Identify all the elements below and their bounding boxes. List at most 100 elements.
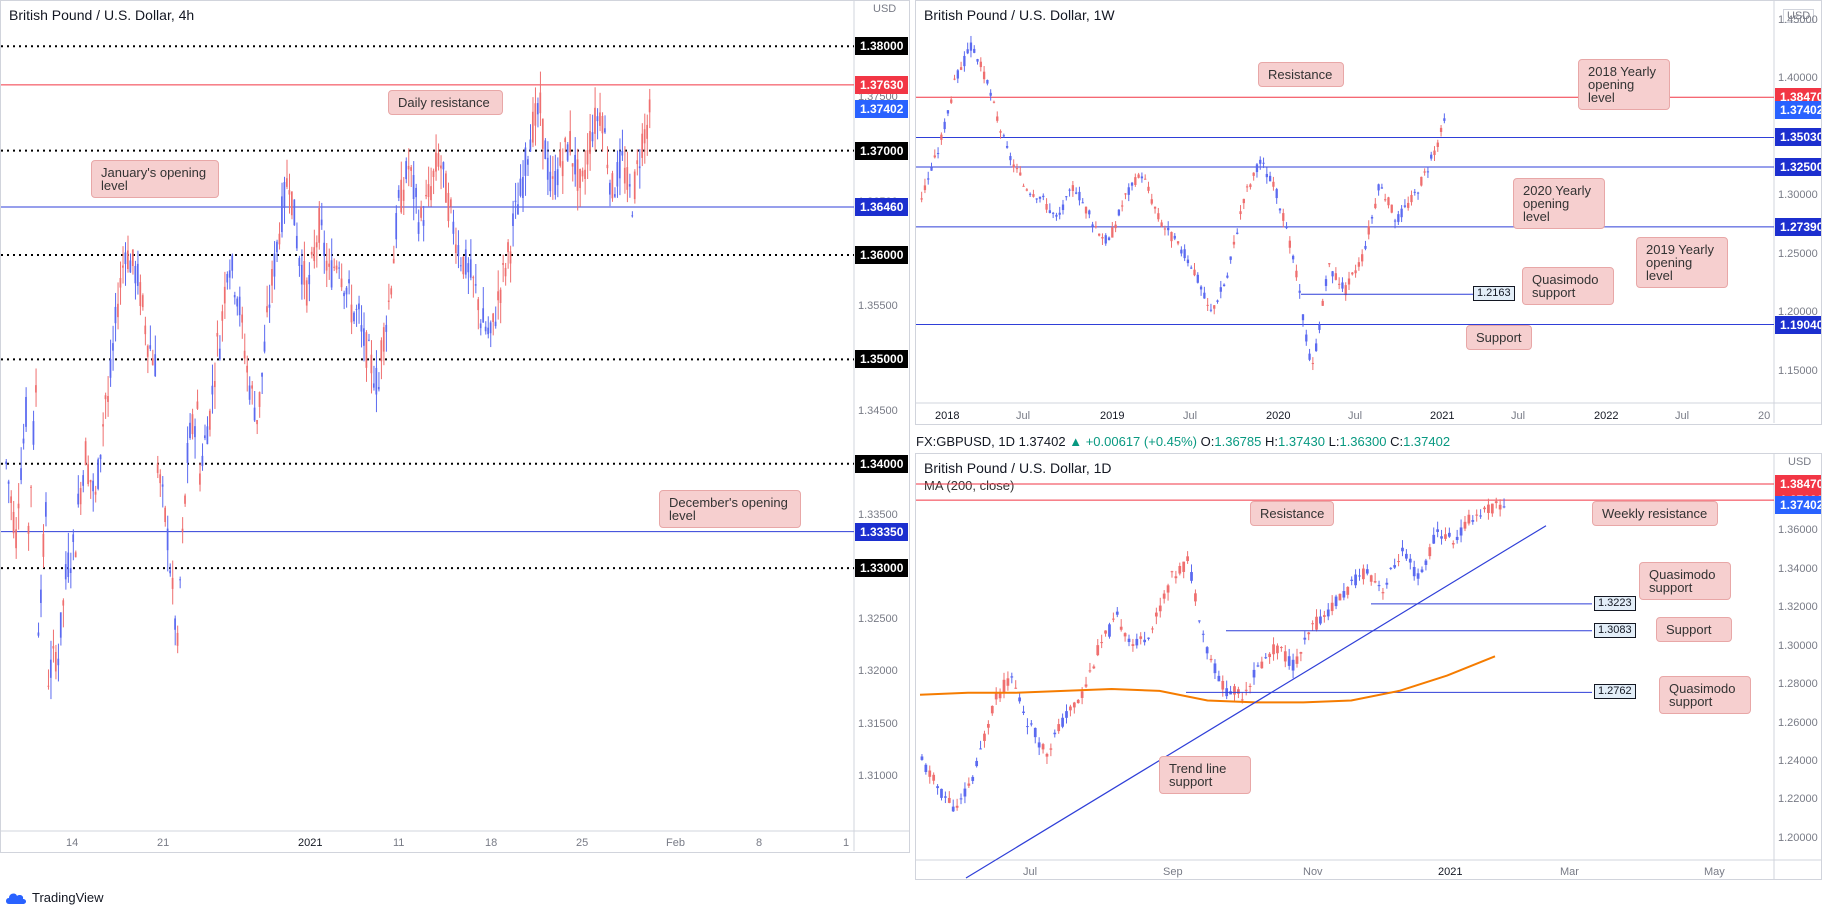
candle-body <box>464 249 467 275</box>
candle-body <box>986 723 990 728</box>
candle-body <box>290 191 293 216</box>
candle-body <box>1475 514 1479 516</box>
candle-body <box>1403 205 1407 207</box>
candle-body <box>1444 534 1447 539</box>
annotation-text: Resistance <box>1268 67 1333 82</box>
candle-body <box>1443 118 1446 121</box>
candle-body <box>1439 127 1443 132</box>
symbol-info-bar: FX:GBPUSD, 1D 1.37402 ▲ +0.00617 (+0.45%… <box>916 434 1450 449</box>
chart-annotation[interactable]: Quasimodo support <box>1639 562 1731 600</box>
price-axis-unit: USD <box>873 3 897 15</box>
chart-canvas[interactable] <box>916 1 1822 425</box>
candle-body <box>114 306 117 324</box>
chart-panel-weekly[interactable]: British Pound / U.S. Dollar, 1W USD 1.15… <box>915 0 1822 425</box>
candle-body <box>295 235 298 249</box>
annotation-text: level <box>1523 209 1550 224</box>
trend-line[interactable] <box>965 525 1547 879</box>
candle-body <box>1140 176 1144 179</box>
candle-body <box>504 267 507 277</box>
chart-annotation[interactable]: Daily resistance <box>388 90 503 115</box>
chart-panel-4h[interactable]: British Pound / U.S. Dollar, 4h USD 1.31… <box>0 0 910 853</box>
chart-annotation[interactable]: December's opening level <box>659 490 801 528</box>
chart-panel-daily[interactable]: British Pound / U.S. Dollar, 1D MA (200,… <box>915 453 1822 880</box>
candle-body <box>1029 723 1033 725</box>
candle-body <box>482 308 485 323</box>
candle-body <box>382 327 385 352</box>
candle-body <box>126 250 129 269</box>
candle-body <box>1252 172 1255 176</box>
price-level-label: 1.19040 <box>1775 315 1821 334</box>
candle-body <box>1451 543 1455 545</box>
chart-canvas[interactable] <box>1 1 910 853</box>
chart-annotation[interactable]: Support <box>1656 617 1732 642</box>
price-level-label: 1.33000 <box>855 559 909 578</box>
candle-body <box>1276 645 1279 654</box>
candle-body <box>57 658 60 666</box>
candle-body <box>67 552 70 578</box>
candle-body <box>1058 212 1061 215</box>
chart-annotation[interactable]: Quasimodo support <box>1522 267 1614 305</box>
brand-logo[interactable]: TradingView <box>4 890 104 905</box>
chart-annotation[interactable]: 2018 Yearly opening level <box>1578 59 1670 110</box>
chart-annotation[interactable]: 2019 Yearly opening level <box>1636 237 1728 288</box>
candle-body <box>313 247 316 262</box>
candle-body <box>1104 235 1107 244</box>
candle-body <box>1127 638 1131 643</box>
candle-body <box>1401 547 1404 552</box>
candle-body <box>1459 527 1463 536</box>
candle-body <box>1498 504 1502 510</box>
chart-annotation[interactable]: Quasimodo support <box>1659 676 1751 714</box>
candle-body <box>370 354 373 374</box>
candle-body <box>191 414 194 435</box>
chart-annotation[interactable]: 2020 Yearly opening level <box>1513 178 1605 229</box>
candle-body <box>927 178 930 180</box>
candle-body <box>144 325 147 335</box>
candle-body <box>442 162 445 170</box>
candle-body <box>338 267 340 269</box>
candle-body <box>1114 224 1117 229</box>
annotation-text: support <box>1169 774 1213 789</box>
candle-body <box>1334 273 1338 280</box>
candle-body <box>1206 304 1209 306</box>
candle-body <box>134 265 137 284</box>
time-tick-label: Sep <box>1163 866 1183 878</box>
candle-body <box>174 618 176 630</box>
candle-body <box>206 426 209 445</box>
candle-body <box>1397 561 1400 563</box>
chart-annotation[interactable]: January's opening level <box>91 160 219 198</box>
level-value-label: 1.2762 <box>1594 684 1636 700</box>
chart-annotation[interactable]: Weekly resistance <box>1592 501 1718 526</box>
candle-body <box>1009 156 1012 161</box>
time-tick-label: 2021 <box>1438 866 1463 878</box>
candle-body <box>1022 185 1025 187</box>
chart-annotation[interactable]: Resistance <box>1250 501 1335 526</box>
candle-body <box>1081 202 1084 204</box>
candle-body <box>1057 724 1061 732</box>
candle-body <box>1381 592 1385 594</box>
symbol-name: FX:GBPUSD, 1D <box>916 434 1015 449</box>
candle-body <box>1072 702 1076 708</box>
ma-200-line[interactable] <box>919 655 1496 704</box>
price-tick-label: 1.34500 <box>858 404 898 417</box>
chart-annotation[interactable]: Support <box>1466 325 1532 350</box>
candle-body <box>124 252 127 265</box>
price-tick-label: 1.22000 <box>1778 793 1818 806</box>
candle-body <box>924 764 928 772</box>
chart-annotation[interactable]: Trend line support <box>1159 756 1251 794</box>
candle-body <box>246 365 248 373</box>
candle-body <box>489 322 492 334</box>
candle-body <box>213 381 216 388</box>
candle-body <box>1256 665 1260 667</box>
candle-body <box>47 685 50 687</box>
candle-body <box>596 116 599 122</box>
candle-body <box>1393 220 1397 222</box>
candle-body <box>233 295 236 298</box>
candle-body <box>1121 205 1124 207</box>
candle-body <box>1094 226 1098 228</box>
candle-body <box>484 326 487 332</box>
annotation-text: 2020 Yearly <box>1523 183 1591 198</box>
price-tick-label: 1.35500 <box>858 300 898 313</box>
chart-canvas[interactable] <box>916 454 1822 880</box>
chart-annotation[interactable]: Resistance <box>1258 62 1344 87</box>
candle-body <box>40 589 42 603</box>
